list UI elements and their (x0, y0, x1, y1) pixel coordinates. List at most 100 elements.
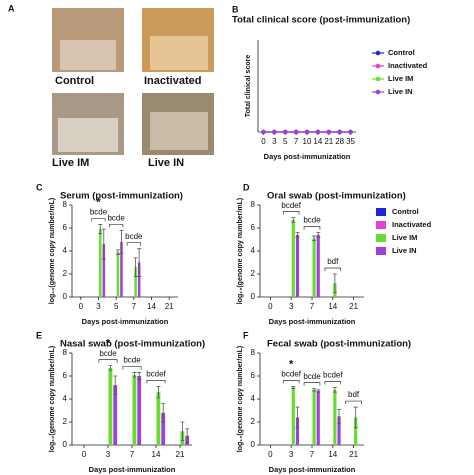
y-tick-label: 2 (251, 417, 256, 426)
bracket (122, 366, 142, 370)
bracket (324, 267, 342, 271)
bar (161, 412, 166, 445)
panel-letter: E (36, 330, 42, 340)
bar (137, 376, 142, 445)
y-tick-label: 2 (63, 269, 68, 278)
bracket (146, 380, 166, 384)
bar (102, 244, 106, 297)
y-axis-label: log₁₀(genome copy number/mL) (237, 346, 244, 452)
bar (108, 367, 113, 445)
legend-label: Inactivated (392, 220, 432, 229)
x-tick-label: 3 (272, 137, 277, 146)
x-axis-label: Days post-immunization (269, 317, 356, 326)
legend-swatch (376, 247, 386, 255)
error-bar (137, 248, 142, 277)
error-bar (161, 403, 166, 423)
bar (316, 234, 320, 297)
error-bar (332, 273, 337, 293)
x-tick-label: 3 (289, 302, 294, 311)
annotation: bcdef (281, 369, 301, 378)
bar (316, 390, 320, 445)
legend-marker (375, 89, 381, 95)
legend-label: Inactivated (388, 61, 428, 70)
legend-label: Control (388, 48, 415, 57)
y-tick-label: 4 (63, 394, 68, 403)
point (337, 129, 342, 135)
annotation: bdf (327, 257, 339, 266)
x-tick-label: 3 (96, 302, 101, 311)
bar (312, 389, 316, 445)
x-tick-label: 5 (283, 137, 288, 146)
y-tick-label: 6 (63, 223, 68, 232)
annotation: bdf (348, 390, 360, 399)
x-tick-label: 35 (346, 137, 355, 146)
panel-letter: C (36, 182, 43, 192)
error-bar (133, 257, 138, 277)
bar (337, 416, 341, 445)
bar (291, 219, 295, 297)
annotation: bcde (99, 349, 117, 358)
annotation: bcde (303, 216, 321, 225)
error-bar (312, 388, 317, 392)
point (293, 129, 299, 135)
bar (137, 262, 141, 297)
x-tick-label: 28 (335, 137, 344, 146)
x-axis-label: Days post-immunization (82, 317, 169, 326)
y-tick-label: 2 (63, 417, 68, 426)
y-tick-label: 8 (63, 348, 68, 357)
y-tick-label: 8 (251, 348, 256, 357)
legend-label: Live IN (388, 87, 413, 96)
x-tick-label: 21 (349, 450, 358, 459)
panel-letter: D (243, 182, 250, 192)
error-bar (332, 387, 337, 393)
y-tick-label: 6 (251, 223, 256, 232)
annotation: bcde (123, 356, 141, 365)
annotation: bcde (303, 372, 321, 381)
x-tick-label: 5 (114, 302, 119, 311)
annotation: bcdef (146, 369, 166, 378)
error-bar (180, 421, 185, 441)
bar (295, 417, 300, 445)
x-tick-label: 21 (176, 450, 185, 459)
point (304, 129, 310, 135)
photo-detail (58, 118, 118, 152)
error-bar (185, 428, 190, 444)
x-tick-label: 14 (313, 137, 322, 146)
x-tick-label: 21 (165, 302, 174, 311)
bar (156, 392, 161, 445)
error-bar (113, 375, 118, 395)
photo-label: Live IN (148, 157, 184, 169)
y-tick-label: 0 (251, 440, 256, 449)
bar (134, 267, 137, 297)
y-tick-label: 4 (251, 246, 256, 255)
chart-title: Oral swab (post-immunization) (267, 191, 406, 202)
annotation: bcde (90, 208, 108, 217)
y-tick-label: 6 (63, 371, 68, 380)
error-bar (353, 406, 358, 429)
bar (113, 385, 118, 445)
error-bar (295, 232, 300, 238)
x-tick-label: 14 (328, 302, 337, 311)
bracket (345, 400, 362, 405)
y-tick-label: 2 (251, 269, 256, 278)
bracket (303, 226, 321, 230)
x-tick-label: 7 (310, 302, 315, 311)
error-bar (156, 385, 161, 399)
x-axis-label: Days post-immunization (89, 465, 176, 474)
bar (132, 374, 137, 445)
error-bar (312, 235, 317, 242)
x-tick-label: 7 (132, 302, 137, 311)
photo-label: Live IM (52, 157, 89, 169)
x-tick-label: 3 (289, 450, 294, 459)
bracket (303, 382, 321, 386)
error-bar (316, 232, 321, 238)
annotation: * (289, 358, 294, 370)
panel-letter: B (232, 4, 239, 14)
error-bar (337, 408, 342, 424)
bar (312, 238, 316, 297)
x-tick-label: 0 (261, 137, 266, 146)
bracket (282, 211, 300, 215)
error-bar (291, 217, 296, 223)
